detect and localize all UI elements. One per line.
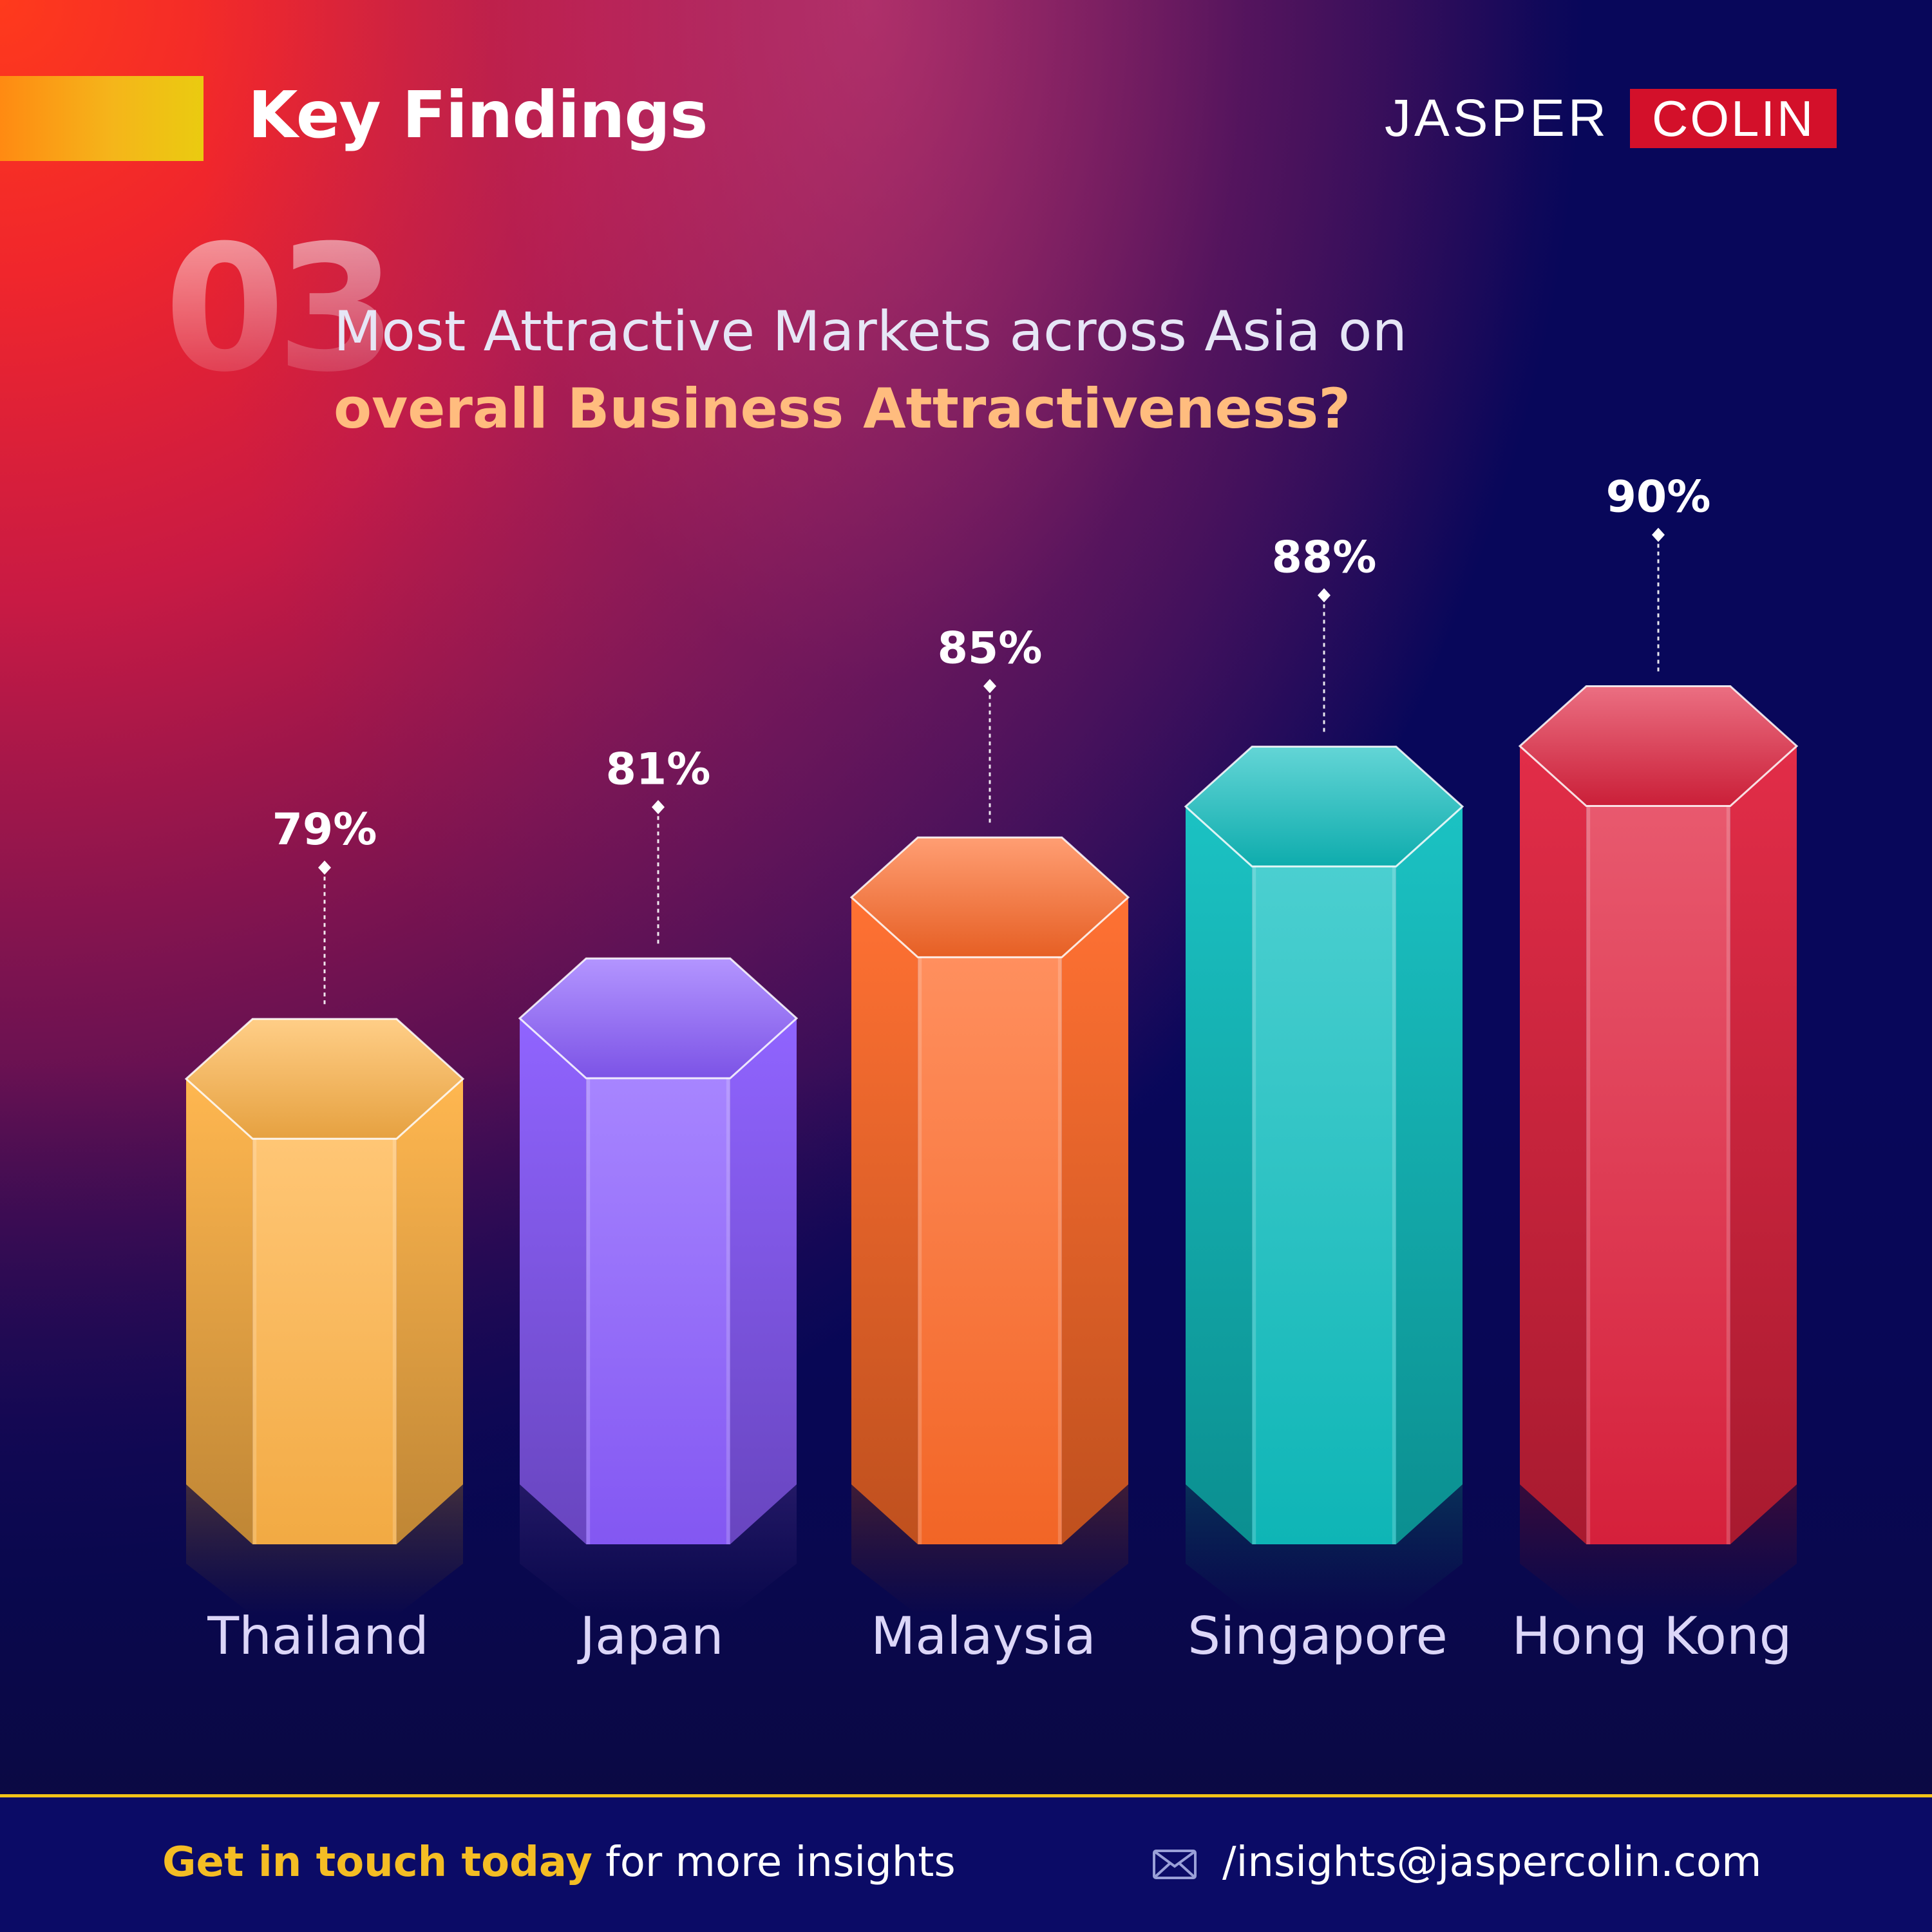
bar-side-right <box>1730 746 1797 1544</box>
bar-top-cap <box>518 957 799 1079</box>
question-text: Most Attractive Markets across Asia on <box>334 299 1408 364</box>
bar-edge-highlight <box>1586 806 1591 1544</box>
bar-edge-highlight <box>1057 957 1062 1544</box>
data-label: 81% <box>606 744 711 795</box>
data-label: 88% <box>1272 532 1377 583</box>
bar-side-left <box>186 1079 253 1544</box>
bar-thailand <box>252 1139 397 1544</box>
bar-malaysia <box>918 957 1062 1544</box>
bar-side-left <box>1186 806 1253 1544</box>
question-number: 03 <box>164 207 397 410</box>
value-leader-dot <box>983 679 996 694</box>
value-leader-dot <box>652 800 665 815</box>
bar-edge-highlight <box>1726 806 1730 1544</box>
bar-reflection <box>520 1484 797 1615</box>
bar-reflection <box>1186 1484 1463 1615</box>
bar-side-right <box>1061 897 1128 1544</box>
bar-edge-highlight <box>918 957 922 1544</box>
logo-text-colin: COLIN <box>1630 89 1837 148</box>
page-title: Key Findings <box>248 77 708 153</box>
bar-top-cap <box>184 1018 465 1140</box>
brand-logo: JASPER COLIN <box>1385 89 1837 148</box>
bar-side-left <box>851 897 918 1544</box>
bar-top-cap <box>1518 685 1799 807</box>
category-label: Thailand <box>207 1606 429 1666</box>
bar-side-right <box>396 1079 463 1544</box>
value-leader-dot <box>318 860 331 875</box>
question-highlight: overall Business Attractiveness? <box>334 377 1351 441</box>
bar-side-right <box>1396 806 1463 1544</box>
data-label: 79% <box>272 804 377 855</box>
bar-top-cap <box>849 836 1130 958</box>
bar-edge-highlight <box>392 1139 397 1544</box>
bar-edge-highlight <box>1392 866 1396 1544</box>
bar-side-right <box>730 1018 797 1544</box>
data-label: 90% <box>1606 471 1711 522</box>
category-label: Malaysia <box>871 1606 1096 1666</box>
data-label: 85% <box>938 623 1043 674</box>
bar-singapore <box>1252 866 1396 1544</box>
bar-edge-highlight <box>726 1078 730 1544</box>
bar-reflection <box>851 1484 1128 1615</box>
category-label: Japan <box>576 1606 723 1666</box>
category-label: Singapore <box>1188 1606 1448 1666</box>
footer <box>0 1797 1932 1932</box>
value-leader-dot <box>1652 527 1665 542</box>
footer-cta: Get in touch today for more insights <box>162 1839 956 1886</box>
bar-edge-highlight <box>252 1139 257 1544</box>
logo-text-jasper: JASPER <box>1385 89 1609 147</box>
bar-side-left <box>1520 746 1587 1544</box>
bar-reflection <box>186 1484 463 1615</box>
bar-hong-kong <box>1586 806 1730 1544</box>
header-accent-bar <box>0 76 204 161</box>
footer-divider <box>0 1794 1932 1797</box>
footer-cta-highlight: Get in touch today <box>162 1839 592 1886</box>
category-label: Hong Kong <box>1512 1606 1792 1666</box>
value-leader-dot <box>1318 588 1331 603</box>
footer-email-link[interactable]: /insights@jaspercolin.com <box>1222 1839 1762 1886</box>
bar-top-cap <box>1184 745 1464 867</box>
bar-japan <box>586 1078 730 1544</box>
footer-cta-rest: for more insights <box>592 1839 956 1886</box>
bar-edge-highlight <box>586 1078 591 1544</box>
bar-edge-highlight <box>1252 866 1256 1544</box>
bar-reflection <box>1520 1484 1797 1615</box>
envelope-icon <box>1153 1850 1197 1879</box>
bar-side-left <box>520 1018 587 1544</box>
